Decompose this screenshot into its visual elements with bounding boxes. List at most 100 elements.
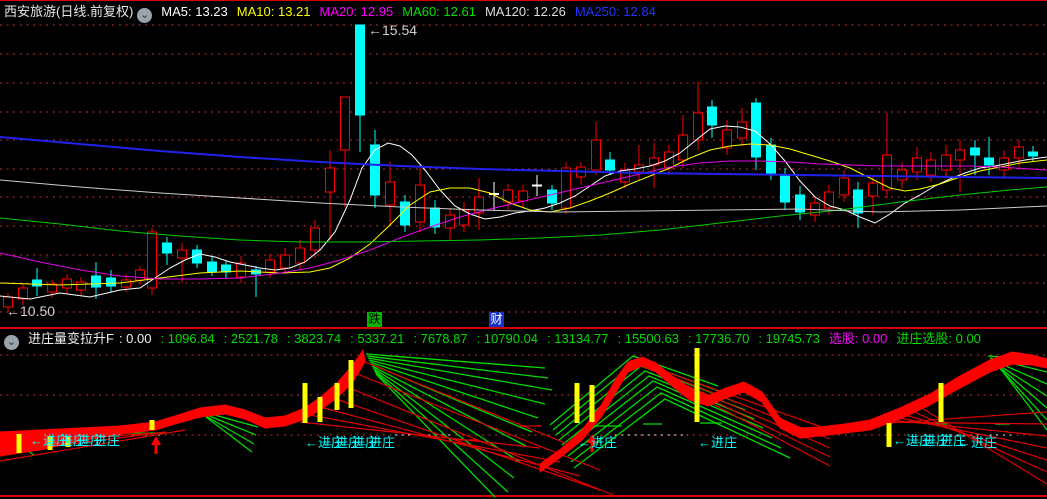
enter-signal-label: ←进庄 <box>322 435 361 450</box>
enter-signal-label: ←进庄 <box>47 433 86 448</box>
candle-down-body <box>605 159 615 171</box>
candle-up-body <box>693 112 703 141</box>
candle-down-body <box>970 147 980 156</box>
indicator-green-line <box>372 367 521 463</box>
indicator-values: : 1096.84: 2521.78: 3823.74: 5337.21: 76… <box>160 331 989 346</box>
candle-up-body <box>882 154 892 191</box>
indicator-green-line <box>997 365 1047 421</box>
price-low-annotation: ←10.50 <box>6 303 56 319</box>
indicator-green-curve <box>570 392 782 463</box>
candle-up-body <box>518 190 528 202</box>
enter-signal-label: ←进庄 <box>927 433 966 448</box>
candle-up-body <box>955 149 965 161</box>
indicator-green-curve <box>567 386 773 457</box>
indicator-series-value: : 10790.04 <box>476 331 539 346</box>
enter-signal-label: ←进庄 <box>910 433 949 448</box>
up-arrow-icon <box>587 434 597 443</box>
indicator-series-value: : 19745.73 <box>758 331 820 346</box>
indicator-red-band <box>0 348 366 457</box>
candle-down-body <box>795 194 805 213</box>
indicator-red-line <box>654 367 831 431</box>
main-chart-header: 西安旅游(日线.前复权) ⌄ MA5: 13.23 MA10: 13.21 MA20: … <box>4 3 674 23</box>
price-high-annotation: ←15.54 <box>368 22 418 38</box>
candle-up-body <box>135 269 145 281</box>
indicator-green-line <box>999 367 1047 431</box>
collapse-main-icon[interactable]: ⌄ <box>137 8 153 23</box>
indicator-red-line <box>899 412 1047 461</box>
indicator-red-line <box>309 414 561 463</box>
ma-legend-item: MA5: 13.23 <box>161 4 228 19</box>
candle-up-body <box>1014 146 1024 159</box>
candle-down-body <box>355 24 365 116</box>
indicator-series-value: : 17736.70 <box>687 331 750 346</box>
enter-signal-label: ←进庄 <box>958 435 997 450</box>
indicator-green-line <box>369 361 539 419</box>
enter-signal-label: ←进庄 <box>64 433 103 448</box>
ma-legend-item: MA250: 12.84 <box>574 4 656 19</box>
enter-signal-label: ←进庄 <box>81 433 120 448</box>
indicator-green-line <box>374 371 509 493</box>
candle-up-body <box>340 96 350 151</box>
candle-up-body <box>177 249 187 259</box>
indicator-series-value: : 13134.77 <box>547 331 609 346</box>
enter-signal-label: ←进庄 <box>305 435 344 450</box>
candle-down-body <box>207 261 217 273</box>
collapse-sub-icon[interactable]: ⌄ <box>4 335 19 350</box>
candle-up-body <box>47 283 57 293</box>
candle-down-body <box>32 279 42 287</box>
candle-down-body <box>1028 151 1038 157</box>
indicator-green-line <box>367 357 553 391</box>
candle-up-body <box>280 254 290 269</box>
indicator-first-value: : 0.00 <box>118 331 152 346</box>
enter-signal-label: ←进庄 <box>30 433 69 448</box>
indicator-green-curve <box>573 398 791 469</box>
ma-legend-item: MA120: 12.26 <box>484 4 566 19</box>
candle-down-body <box>984 157 994 166</box>
enter-signal-label: ←进庄 <box>356 435 395 450</box>
indicator-series-value: : 5337.21 <box>350 331 405 346</box>
indicator-red-line <box>879 418 1047 437</box>
panel-separator <box>0 327 1047 329</box>
indicator-green-line <box>201 412 257 436</box>
ma10-line <box>0 143 1047 286</box>
candle-up-body <box>121 279 131 288</box>
candle-down-body <box>400 201 410 226</box>
candle-up-body <box>591 139 601 171</box>
stock-title: 西安旅游(日线.前复权) <box>4 4 134 19</box>
ma250-line <box>0 136 1047 179</box>
candle-down-body <box>707 106 717 126</box>
candle-down-body <box>106 277 116 287</box>
candle-down-body <box>162 242 172 254</box>
ma20-line <box>0 160 1047 280</box>
candle-up-body <box>912 157 922 173</box>
candle-up-body <box>18 287 28 300</box>
enter-signal-label: ←进庄 <box>339 435 378 450</box>
candle-up-body <box>415 184 425 223</box>
candle-up-body <box>76 281 86 291</box>
indicator-red-line <box>0 429 186 462</box>
candle-up-body <box>325 167 335 193</box>
event-marker-fall[interactable]: 跌 <box>367 312 382 327</box>
candle-up-body <box>310 227 320 251</box>
indicator-green-line <box>366 355 549 379</box>
candle-up-body <box>295 247 305 264</box>
ma-legend-item: MA60: 12.61 <box>402 4 476 19</box>
enter-signal-label: ←进庄 <box>578 435 617 450</box>
candle-down-body <box>547 189 557 204</box>
up-arrow-icon <box>151 436 161 445</box>
candle-up-body <box>868 182 878 197</box>
candle-up-body <box>62 278 72 289</box>
candle-up-body <box>824 191 834 209</box>
enter-signal-label: ←进庄 <box>893 433 932 448</box>
indicator-red-line <box>909 409 1047 473</box>
candle-down-body <box>221 264 231 273</box>
top-border <box>0 0 1047 1</box>
candle-up-body <box>897 169 907 181</box>
event-marker-finance[interactable]: 财 <box>489 312 504 327</box>
indicator-green-line <box>203 414 255 445</box>
indicator-series-value: : 3823.74 <box>286 331 342 346</box>
candle-up-body <box>722 129 732 149</box>
candle-up-body <box>147 231 157 289</box>
